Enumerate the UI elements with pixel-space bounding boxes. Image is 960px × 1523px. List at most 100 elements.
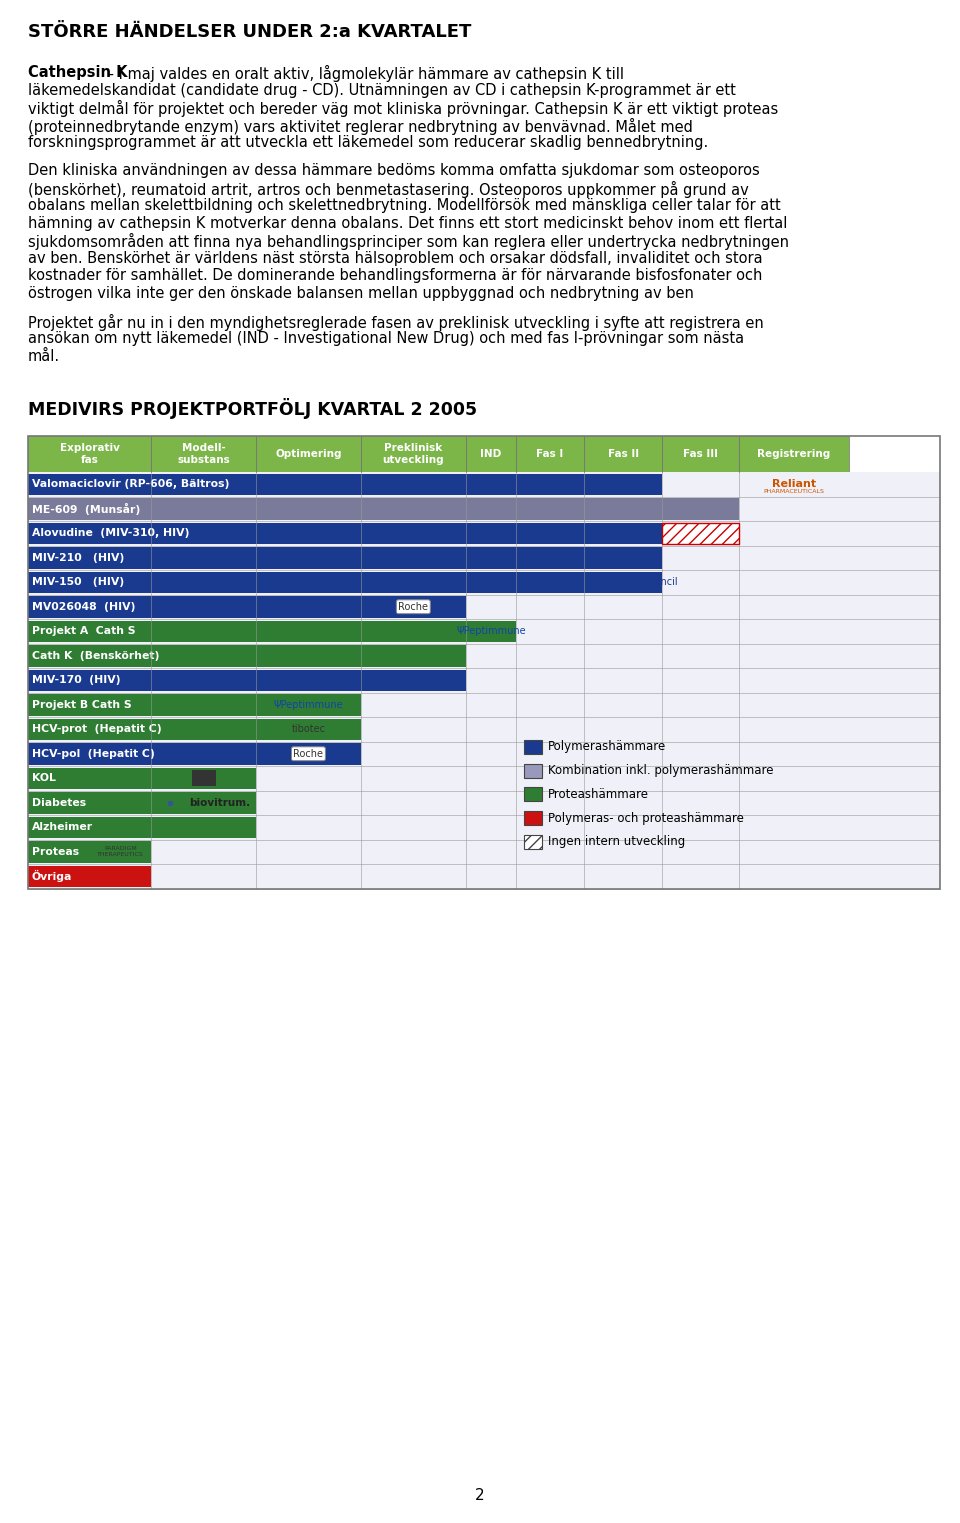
Text: Polymeras- och proteashämmare: Polymeras- och proteashämmare xyxy=(548,812,744,824)
Text: KOL: KOL xyxy=(32,774,56,783)
Bar xyxy=(28,498,739,519)
Bar xyxy=(524,812,542,825)
Text: hämning av cathepsin K motverkar denna obalans. Det finns ett stort medicinskt b: hämning av cathepsin K motverkar denna o… xyxy=(28,215,787,230)
Text: Preklinisk
utveckling: Preklinisk utveckling xyxy=(382,443,444,465)
Text: Projekt B Cath S: Projekt B Cath S xyxy=(32,699,132,710)
Text: Projektet går nu in i den myndighetsreglerade fasen av preklinisk utveckling i s: Projektet går nu in i den myndighetsregl… xyxy=(28,314,764,330)
Text: Diabetes: Diabetes xyxy=(32,798,86,807)
Text: PHARMACEUTICALS: PHARMACEUTICALS xyxy=(763,489,825,493)
Text: sjukdomsområden att finna nya behandlingsprinciper som kan reglera eller undertr: sjukdomsområden att finna nya behandling… xyxy=(28,233,789,250)
Text: (proteinnedbrytande enzym) vars aktivitet reglerar nedbrytning av benvävnad. Mål: (proteinnedbrytande enzym) vars aktivite… xyxy=(28,117,693,134)
Text: Reliant: Reliant xyxy=(772,480,816,489)
Bar xyxy=(524,740,542,754)
Text: viktigt delmål för projektet och bereder väg mot kliniska prövningar. Cathepsin : viktigt delmål för projektet och bereder… xyxy=(28,101,779,117)
Text: av ben. Benskörhet är världens näst största hälsoproblem och orsakar dödsfall, i: av ben. Benskörhet är världens näst stör… xyxy=(28,250,762,265)
Bar xyxy=(28,743,361,765)
Text: ME-609  (Munsår): ME-609 (Munsår) xyxy=(32,503,140,515)
Bar xyxy=(28,816,256,838)
Text: Roche: Roche xyxy=(398,602,428,612)
Text: Valomaciclovir (RP-606, Bältros): Valomaciclovir (RP-606, Bältros) xyxy=(32,480,229,489)
Bar xyxy=(28,472,940,496)
Bar xyxy=(28,545,940,570)
Bar xyxy=(28,644,940,669)
Text: Projekt A  Cath S: Projekt A Cath S xyxy=(32,626,135,637)
Bar xyxy=(28,646,466,667)
Text: Fas II: Fas II xyxy=(608,449,638,458)
Text: MIV-170  (HIV): MIV-170 (HIV) xyxy=(32,675,121,685)
Bar xyxy=(28,790,940,815)
Text: östrogen vilka inte ger den önskade balansen mellan uppbyggnad och nedbrytning a: östrogen vilka inte ger den önskade bala… xyxy=(28,285,694,300)
Text: PARADIGM
THERAPEUTICS: PARADIGM THERAPEUTICS xyxy=(97,847,144,857)
Text: HCV-prot  (Hepatit C): HCV-prot (Hepatit C) xyxy=(32,725,161,734)
Bar xyxy=(28,719,361,740)
Text: MIV-210   (HIV): MIV-210 (HIV) xyxy=(32,553,124,564)
Bar xyxy=(28,595,466,617)
Bar xyxy=(28,496,940,521)
Polygon shape xyxy=(739,436,849,472)
Text: Polymerashämmare: Polymerashämmare xyxy=(548,740,666,754)
Text: Proteas: Proteas xyxy=(32,847,79,857)
Text: obalans mellan skelettbildning och skelettnedbrytning. Modellförsök med mänsklig: obalans mellan skelettbildning och skele… xyxy=(28,198,780,213)
Text: biovitrum.: biovitrum. xyxy=(189,798,250,807)
Text: Alovudine  (MIV-310, HIV): Alovudine (MIV-310, HIV) xyxy=(32,528,189,538)
Polygon shape xyxy=(466,436,516,472)
Bar xyxy=(28,594,940,618)
Text: HCV-pol  (Hepatit C): HCV-pol (Hepatit C) xyxy=(32,749,155,758)
Text: Fas III: Fas III xyxy=(684,449,718,458)
Text: ansökan om nytt läkemedel (IND - Investigational New Drug) och med fas I-prövnin: ansökan om nytt läkemedel (IND - Investi… xyxy=(28,330,744,346)
Bar xyxy=(28,864,940,888)
Bar xyxy=(192,771,216,786)
Bar xyxy=(524,787,542,801)
Bar xyxy=(28,865,151,886)
Text: Cath K  (Benskörhet): Cath K (Benskörhet) xyxy=(32,650,159,661)
Bar xyxy=(28,768,256,789)
Text: - I maj valdes en oralt aktiv, lågmolekylär hämmare av cathepsin K till: - I maj valdes en oralt aktiv, lågmoleky… xyxy=(104,65,624,82)
Bar xyxy=(28,618,940,644)
Text: Alzheimer: Alzheimer xyxy=(32,822,93,832)
Polygon shape xyxy=(28,436,151,472)
Text: MEDIVIRS PROJEKTPORTFÖLJ KVARTAL 2 2005: MEDIVIRS PROJEKTPORTFÖLJ KVARTAL 2 2005 xyxy=(28,398,477,419)
Text: Kombination inkl. polymerashämmare: Kombination inkl. polymerashämmare xyxy=(548,765,774,777)
Text: Övriga: Övriga xyxy=(32,870,72,882)
Bar xyxy=(28,766,940,790)
Text: 2: 2 xyxy=(475,1488,485,1503)
Bar xyxy=(661,522,739,544)
Text: Roche: Roche xyxy=(294,749,324,758)
Text: Explorativ
fas: Explorativ fas xyxy=(60,443,119,465)
Bar xyxy=(28,620,516,643)
Bar xyxy=(28,436,940,888)
Text: forskningsprogrammet är att utveckla ett läkemedel som reducerar skadlig bennedb: forskningsprogrammet är att utveckla ett… xyxy=(28,136,708,149)
Text: IND: IND xyxy=(480,449,501,458)
Bar xyxy=(28,547,661,568)
Bar xyxy=(28,521,940,545)
Bar xyxy=(524,763,542,778)
Bar xyxy=(28,669,940,693)
Polygon shape xyxy=(256,436,361,472)
Text: Registrering: Registrering xyxy=(757,449,830,458)
Text: Proteashämmare: Proteashämmare xyxy=(548,787,649,801)
Bar xyxy=(28,571,661,592)
Polygon shape xyxy=(661,436,739,472)
Text: Population Council: Population Council xyxy=(588,577,678,588)
Text: Ingen intern utveckling: Ingen intern utveckling xyxy=(548,835,685,848)
Text: Cathepsin K: Cathepsin K xyxy=(28,65,128,81)
Text: kostnader för samhället. De dominerande behandlingsformerna är för närvarande bi: kostnader för samhället. De dominerande … xyxy=(28,268,762,283)
Text: Optimering: Optimering xyxy=(276,449,342,458)
Text: Modell-
substans: Modell- substans xyxy=(178,443,230,465)
Text: Den kliniska användningen av dessa hämmare bedöms komma omfatta sjukdomar som os: Den kliniska användningen av dessa hämma… xyxy=(28,163,759,178)
Bar xyxy=(28,570,940,594)
Bar xyxy=(28,694,361,716)
Polygon shape xyxy=(585,436,661,472)
Bar xyxy=(28,742,940,766)
Text: STÖRRE HÄNDELSER UNDER 2:a KVARTALET: STÖRRE HÄNDELSER UNDER 2:a KVARTALET xyxy=(28,23,471,41)
Polygon shape xyxy=(151,436,256,472)
Bar xyxy=(28,693,940,717)
Text: MIV-150   (HIV): MIV-150 (HIV) xyxy=(32,577,124,588)
Text: tibotec: tibotec xyxy=(292,725,325,734)
Polygon shape xyxy=(516,436,585,472)
Bar xyxy=(524,835,542,848)
Polygon shape xyxy=(361,436,466,472)
Text: mål.: mål. xyxy=(28,349,60,364)
Bar xyxy=(28,717,940,742)
Bar xyxy=(28,522,739,544)
